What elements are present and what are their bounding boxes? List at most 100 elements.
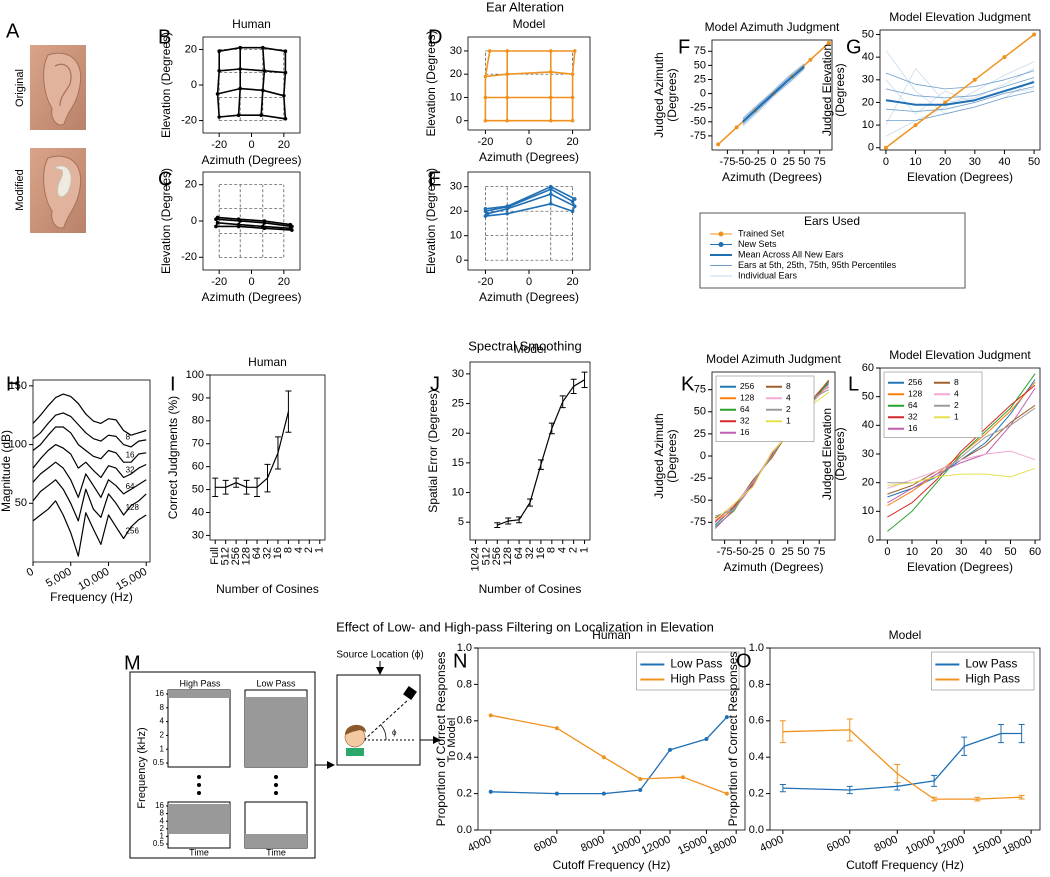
x-tick-label: 30 — [969, 156, 981, 168]
x-tick-label: 20 — [278, 139, 290, 151]
response-point — [259, 113, 264, 118]
y-tick-label: 0.0 — [457, 824, 472, 836]
x-tick-label: 8 — [546, 547, 558, 553]
y-axis-label: Judged Elevation — [820, 44, 834, 136]
x-axis-label: Number of Cosines — [216, 582, 319, 596]
x-tick-label: 32 — [524, 547, 536, 559]
plot-frame — [32, 379, 151, 563]
error-bar — [779, 784, 786, 793]
response-point — [283, 49, 288, 54]
series-line — [885, 33, 1035, 149]
legend-title: Ears Used — [804, 214, 860, 228]
y-axis-label: Proportion of Correct Responses — [726, 652, 740, 827]
response-point — [548, 192, 553, 196]
response-point — [236, 113, 241, 118]
series-line — [887, 384, 1036, 518]
y-tick-label: 0 — [191, 215, 197, 227]
series-line — [742, 62, 805, 119]
y-tick-label: 90 — [192, 392, 204, 404]
y-tick-label: 30 — [192, 529, 204, 541]
response-row — [219, 68, 286, 74]
x-tick-label: 20 — [278, 276, 290, 288]
curve-label: 8 — [126, 433, 131, 442]
series-line — [885, 86, 1035, 112]
series-marker — [943, 100, 948, 105]
series-line — [885, 70, 1035, 90]
chart-title: Model Elevation Judgment — [889, 10, 1031, 24]
panel-heading: Low Pass — [256, 678, 296, 688]
panel-letter: I — [170, 373, 176, 395]
angle-label: ϕ — [392, 728, 397, 737]
legend-label: 4 — [954, 389, 959, 399]
x-tick-label: 0 — [884, 546, 890, 558]
panel-letter: E — [428, 168, 441, 190]
plot-frame — [879, 29, 1041, 151]
section-title: Ear Alteration — [486, 0, 564, 14]
diagram-tick-label: 1 — [160, 744, 165, 753]
response-point — [505, 72, 510, 76]
response-point — [288, 222, 293, 227]
plot-frame — [711, 39, 833, 151]
error-bar — [997, 723, 1004, 744]
x-axis-label: Number of Cosines — [479, 582, 582, 596]
y-axis-label: (Degrees) — [665, 68, 679, 121]
y-tick-label: 0.6 — [749, 715, 764, 727]
x-tick-label: 75 — [814, 156, 826, 168]
error-bar — [894, 763, 901, 784]
panel-letter: A — [6, 20, 20, 42]
legend-label: Ears at 5th, 25th, 75th, 95th Percentile… — [738, 260, 897, 270]
y-axis-label: (Degrees) — [665, 429, 679, 482]
y-tick-label: 25 — [694, 73, 706, 85]
y-tick-label: 150 — [9, 380, 27, 392]
diagram-tick-label: 4 — [160, 816, 165, 825]
response-point — [505, 95, 510, 100]
diagram-label: To Model — [446, 718, 458, 763]
x-tick-label: 20 — [930, 546, 942, 558]
y-tick-label: 30 — [862, 74, 874, 86]
section-title: Effect of Low- and High-pass Filtering o… — [336, 619, 714, 634]
x-tick-label: 60 — [1029, 546, 1041, 558]
x-axis-label: Azimuth (Degrees) — [723, 560, 823, 574]
x-tick-label: 75 — [813, 546, 825, 558]
x-tick-label: 16 — [535, 547, 547, 559]
response-row — [487, 193, 576, 215]
y-tick-label: 50 — [694, 406, 706, 418]
error-bar — [974, 796, 981, 802]
diagram-tick-label: 8 — [160, 703, 165, 712]
y-axis-label: (Degrees) — [833, 427, 847, 480]
series-line — [887, 467, 1036, 486]
x-tick-label: -20 — [211, 276, 227, 288]
x-tick-label: 0 — [25, 566, 36, 579]
response-row — [217, 216, 291, 226]
spectrum — [32, 461, 147, 498]
x-axis-label: Azimuth (Degrees) — [201, 153, 301, 167]
y-axis-label: Elevation (Degrees) — [159, 168, 173, 274]
error-bar — [233, 477, 240, 488]
diagram-tick-label: 0.5 — [153, 758, 165, 767]
legend-marker — [718, 242, 724, 247]
y-tick-label: 0 — [700, 450, 706, 462]
panel-letter: L — [848, 373, 859, 395]
x-tick-label: 64 — [513, 547, 525, 559]
x-tick-label: 0 — [248, 276, 254, 288]
series-marker — [554, 726, 559, 731]
axis-label: Frequency (kHz) — [136, 727, 148, 808]
diagram: M High Pass Low Pass Time Time Frequency… — [124, 650, 458, 859]
y-tick-label: 0.4 — [749, 751, 764, 763]
error-bar — [243, 479, 250, 495]
y-tick-label: 0.4 — [457, 751, 472, 763]
series-line — [782, 729, 1022, 800]
y-tick-label: 50 — [862, 391, 874, 403]
y-axis-label: Elevation (Degrees) — [424, 30, 438, 136]
error-bar — [931, 774, 938, 787]
diagram-tick-label: 16 — [155, 689, 164, 698]
y-tick-label: 30 — [450, 45, 462, 57]
series-marker — [913, 123, 918, 128]
spectrum — [32, 426, 147, 463]
response-point — [215, 92, 220, 96]
response-point — [572, 197, 577, 201]
legend-label: Mean Across All New Ears — [738, 249, 844, 259]
panel-letter: D — [428, 26, 442, 48]
x-tick-label: 1 — [578, 547, 590, 553]
y-tick-label: 30 — [452, 368, 464, 380]
